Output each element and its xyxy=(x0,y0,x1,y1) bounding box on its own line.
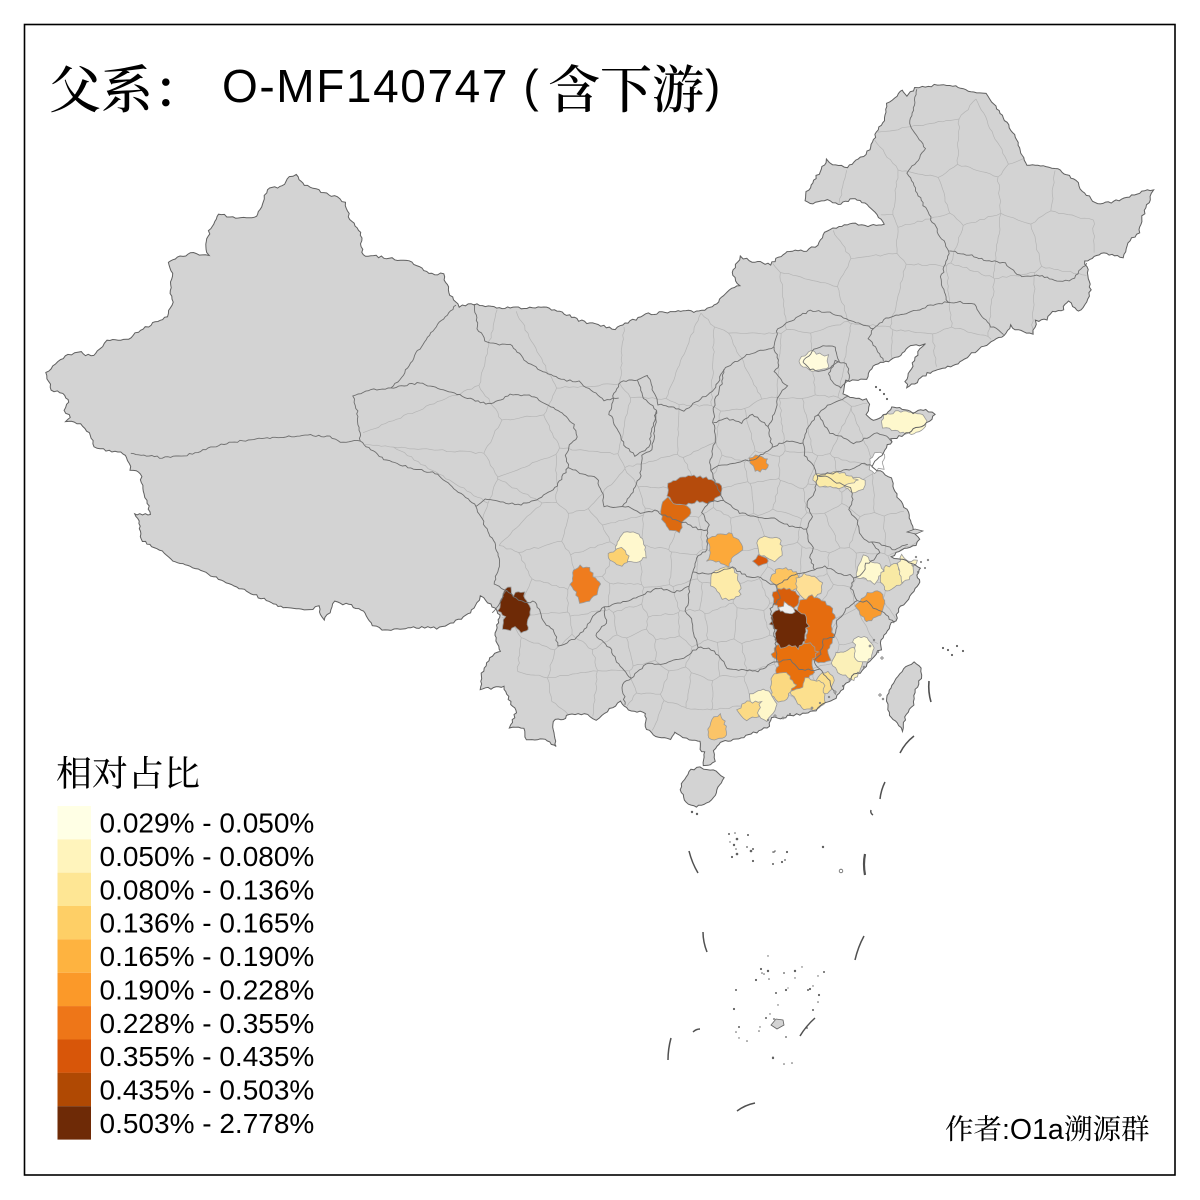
svg-text:0.050% - 0.080%: 0.050% - 0.080% xyxy=(100,841,315,872)
svg-text:0.029% - 0.050%: 0.029% - 0.050% xyxy=(100,808,315,839)
svg-text:0.165% - 0.190%: 0.165% - 0.190% xyxy=(100,941,315,972)
svg-text:0.228% - 0.355%: 0.228% - 0.355% xyxy=(100,1008,315,1039)
svg-text:0.136% - 0.165%: 0.136% - 0.165% xyxy=(100,908,315,939)
svg-text:0.190% - 0.228%: 0.190% - 0.228% xyxy=(100,974,315,1005)
svg-text:0.080% - 0.136%: 0.080% - 0.136% xyxy=(100,874,315,905)
svg-text:O-MF140747 (: O-MF140747 ( xyxy=(222,60,540,112)
svg-text:): ) xyxy=(705,60,720,112)
svg-text:0.503% - 2.778%: 0.503% - 2.778% xyxy=(100,1108,315,1139)
svg-text::O1a: :O1a xyxy=(1002,1114,1064,1146)
svg-text:0.355% - 0.435%: 0.355% - 0.435% xyxy=(100,1041,315,1072)
svg-text:0.435% - 0.503%: 0.435% - 0.503% xyxy=(100,1075,315,1106)
